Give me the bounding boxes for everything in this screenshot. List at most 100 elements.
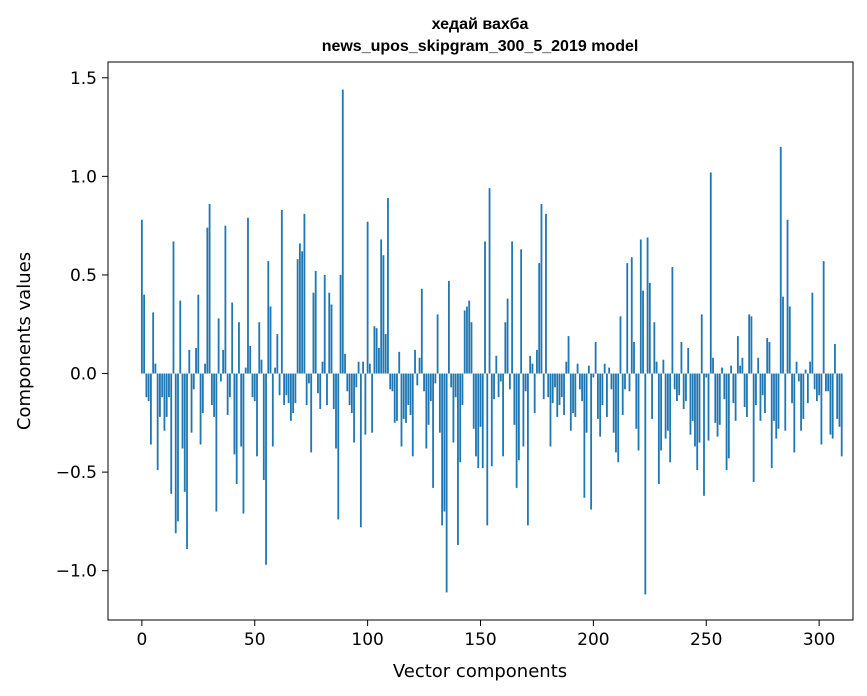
- bar-221: [639, 239, 642, 374]
- bar-141: [459, 373, 462, 463]
- bar-265: [739, 365, 742, 374]
- bar-122: [416, 373, 419, 386]
- bar-26: [199, 373, 202, 445]
- bar-47: [247, 217, 249, 374]
- bar-7: [156, 373, 159, 471]
- bar-72: [303, 213, 306, 374]
- bar-28: [204, 363, 206, 374]
- bar-240: [682, 373, 685, 410]
- bar-158: [497, 373, 500, 398]
- bar-250: [705, 373, 708, 378]
- bar-308: [836, 373, 839, 419]
- bar-24: [195, 347, 197, 374]
- bar-296: [809, 361, 812, 374]
- bar-216: [628, 373, 631, 392]
- bar-60: [276, 334, 279, 374]
- bar-133: [441, 373, 444, 526]
- bar-227: [653, 322, 656, 374]
- bar-61: [278, 373, 281, 396]
- bar-280: [773, 373, 775, 421]
- bar-88: [339, 274, 342, 374]
- bar-306: [831, 373, 834, 439]
- bar-17: [179, 300, 182, 374]
- bar-184: [556, 373, 559, 417]
- bar-99: [364, 373, 367, 435]
- bar-51: [256, 373, 258, 457]
- bar-225: [648, 282, 651, 374]
- bar-20: [186, 373, 188, 550]
- bar-176: [538, 263, 541, 374]
- bar-128: [429, 373, 432, 402]
- bar-5: [152, 312, 155, 374]
- bar-105: [378, 347, 380, 374]
- bar-2: [145, 373, 148, 398]
- bar-174: [533, 373, 536, 413]
- bar-287: [788, 306, 791, 374]
- bar-84: [330, 304, 333, 374]
- bar-13: [170, 373, 173, 494]
- bar-86: [335, 373, 337, 449]
- y-axis-ticks: −1.0 −0.5 0.0 0.5 1.0 1.5: [56, 69, 108, 582]
- x-axis-label: Vector components: [393, 661, 567, 682]
- bar-224: [646, 237, 649, 374]
- bar-223: [644, 373, 647, 595]
- bar-111: [391, 373, 394, 392]
- x-tick-label: 50: [244, 630, 266, 650]
- bar-273: [757, 357, 760, 374]
- bar-109: [387, 198, 389, 374]
- bar-4: [149, 373, 152, 445]
- bar-211: [617, 373, 620, 463]
- bar-19: [183, 373, 186, 492]
- bar-35: [219, 373, 222, 382]
- bar-172: [529, 355, 532, 374]
- bar-230: [660, 373, 663, 451]
- bar-185: [558, 373, 561, 406]
- bar-32: [213, 373, 216, 417]
- bar-180: [547, 373, 550, 398]
- bar-187: [563, 373, 565, 415]
- bar-235: [671, 267, 674, 374]
- bar-139: [454, 373, 457, 398]
- bar-3: [147, 373, 150, 402]
- bar-48: [249, 345, 252, 374]
- bar-62: [280, 209, 283, 374]
- bar-144: [466, 306, 468, 374]
- bar-289: [793, 373, 796, 453]
- bar-288: [791, 373, 793, 404]
- bar-30: [208, 203, 211, 374]
- bar-283: [779, 146, 782, 374]
- bar-266: [741, 357, 744, 374]
- bar-120: [411, 373, 414, 457]
- bar-135: [445, 373, 448, 593]
- bar-66: [289, 373, 292, 421]
- bar-277: [766, 338, 769, 374]
- bar-33: [215, 373, 218, 512]
- bar-295: [806, 373, 809, 404]
- bar-123: [418, 357, 421, 374]
- y-tick-label: −1.0: [56, 562, 97, 582]
- bar-195: [581, 373, 583, 402]
- bar-39: [229, 373, 231, 398]
- bar-65: [287, 373, 290, 404]
- bar-56: [267, 261, 270, 374]
- bar-124: [420, 288, 423, 374]
- bar-87: [337, 373, 340, 520]
- bar-166: [515, 373, 518, 488]
- bar-119: [409, 373, 412, 415]
- bar-41: [233, 373, 236, 455]
- bar-138: [452, 373, 455, 443]
- bar-64: [285, 373, 288, 396]
- bar-102: [371, 373, 374, 433]
- bar-168: [520, 249, 523, 374]
- bar-190: [569, 373, 572, 431]
- plot-frame: [107, 61, 854, 621]
- bar-67: [292, 373, 295, 413]
- bar-21: [188, 349, 191, 374]
- bar-104: [375, 328, 378, 374]
- bar-52: [258, 322, 261, 374]
- bar-43: [238, 322, 240, 374]
- bar-264: [736, 336, 739, 374]
- bar-151: [481, 373, 484, 469]
- bar-175: [536, 349, 538, 374]
